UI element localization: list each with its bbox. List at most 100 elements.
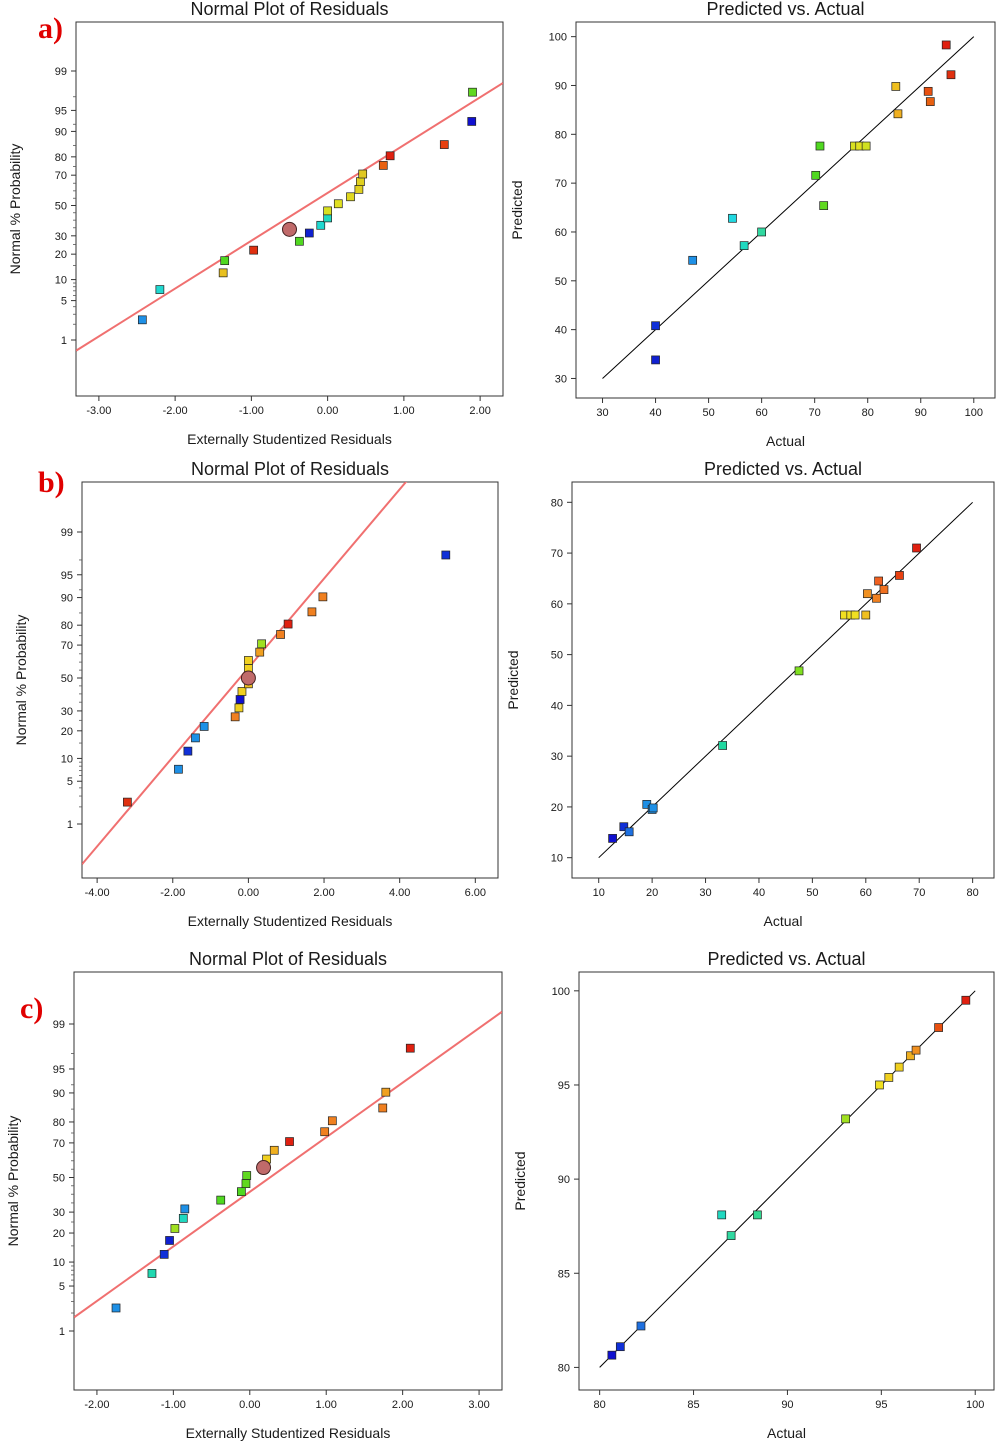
x-tick-label: 95 bbox=[875, 1399, 887, 1411]
y-tick-label: 10 bbox=[55, 275, 67, 287]
x-tick-label: 0.00 bbox=[317, 405, 338, 417]
x-tick-label: -2.00 bbox=[160, 887, 185, 899]
data-point bbox=[316, 220, 326, 230]
data-point bbox=[728, 213, 737, 223]
data-point bbox=[237, 1187, 246, 1197]
data-point bbox=[893, 109, 903, 119]
data-point bbox=[861, 610, 871, 620]
data-point bbox=[607, 1350, 617, 1360]
y-tick-label: 10 bbox=[53, 1257, 65, 1269]
chart-panel-6: 80 85 90 95 100 80 85 90 95 100 Predicted vs. Actu… bbox=[512, 949, 995, 1441]
y-tick-label: 40 bbox=[551, 700, 563, 712]
chart-title: Normal Plot of Residuals bbox=[190, 0, 388, 19]
y-tick-label: 10 bbox=[61, 753, 73, 765]
data-point bbox=[875, 1080, 884, 1090]
x-tick-label: 80 bbox=[967, 887, 979, 899]
data-point bbox=[819, 201, 829, 210]
data-point bbox=[608, 834, 617, 843]
y-axis-label: Normal % Probability bbox=[13, 615, 29, 746]
data-point bbox=[147, 1269, 157, 1278]
plot-frame bbox=[571, 481, 995, 879]
highlight-point bbox=[282, 221, 297, 237]
chart-title: Normal Plot of Residuals bbox=[191, 459, 389, 479]
y-tick-label: 70 bbox=[555, 178, 567, 190]
data-point bbox=[159, 1250, 169, 1259]
y-tick-label: 99 bbox=[55, 66, 67, 78]
y-tick-label: 99 bbox=[61, 527, 73, 539]
y-tick-label: 50 bbox=[61, 673, 73, 685]
data-point bbox=[439, 140, 449, 149]
x-tick-label: 90 bbox=[915, 407, 927, 419]
data-point bbox=[441, 550, 451, 560]
chart-title: Predicted vs. Actual bbox=[704, 459, 862, 479]
data-point bbox=[385, 151, 395, 161]
data-point bbox=[285, 1137, 294, 1146]
x-tick-label: 3.00 bbox=[468, 1399, 489, 1411]
data-point bbox=[841, 1114, 851, 1124]
y-tick-label: 40 bbox=[555, 325, 567, 337]
y-tick-label: 5 bbox=[67, 776, 73, 788]
x-tick-label: -4.00 bbox=[85, 887, 110, 899]
chart-panel-3: -4.00 -2.00 0.00 2.00 4.00 6.00 1 5 10 20 30 50 70 80… bbox=[13, 459, 499, 929]
x-tick-label: 1.00 bbox=[393, 405, 414, 417]
y-tick-label: 1 bbox=[61, 335, 67, 347]
data-point bbox=[346, 192, 355, 202]
chart-panel-4: 10 20 30 40 50 60 70 80 10 20 30 40 50 60 70 80 Predicte… bbox=[505, 459, 995, 929]
data-point bbox=[405, 1043, 415, 1053]
x-tick-label: 40 bbox=[649, 407, 661, 419]
data-point bbox=[879, 585, 889, 594]
y-tick-label: 1 bbox=[59, 1326, 65, 1338]
y-tick-label: 30 bbox=[551, 751, 563, 763]
y-tick-label: 80 bbox=[61, 620, 73, 632]
y-axis-label: Normal % Probability bbox=[7, 144, 23, 275]
y-tick-label: 20 bbox=[53, 1228, 65, 1240]
y-tick-label: 20 bbox=[551, 802, 563, 814]
x-tick-label: 20 bbox=[646, 887, 658, 899]
data-point bbox=[688, 255, 698, 265]
data-point bbox=[220, 256, 230, 266]
x-axis-label: Actual bbox=[764, 913, 803, 929]
chart-panel-5: -2.00 -1.00 0.00 1.00 2.00 3.00 1 5 10 20 30 50 70 80… bbox=[5, 949, 503, 1441]
normal-reference-line bbox=[74, 1010, 502, 1319]
data-point bbox=[354, 185, 364, 194]
data-point bbox=[934, 1023, 943, 1032]
y-axis-label: Normal % Probability bbox=[5, 1116, 21, 1247]
chart-panel-2: 30 40 50 60 70 80 90 100 30 40 50 60 70 80 90 100 Predic… bbox=[509, 0, 996, 449]
data-point bbox=[333, 199, 343, 209]
data-point bbox=[381, 1087, 391, 1097]
x-tick-label: 50 bbox=[702, 407, 714, 419]
y-tick-label: 70 bbox=[61, 640, 73, 652]
x-tick-label: 2.00 bbox=[392, 1399, 413, 1411]
data-point bbox=[895, 571, 904, 580]
x-tick-label: -2.00 bbox=[84, 1399, 109, 1411]
y-tick-label: 80 bbox=[558, 1362, 570, 1374]
data-point bbox=[726, 1231, 736, 1240]
data-point bbox=[307, 607, 317, 617]
data-point bbox=[468, 87, 477, 97]
chart-title: Predicted vs. Actual bbox=[706, 0, 864, 19]
panel-label-b: b) bbox=[38, 466, 65, 499]
y-tick-label: 95 bbox=[53, 1064, 65, 1076]
data-point bbox=[378, 1103, 388, 1113]
y-tick-label: 50 bbox=[55, 201, 67, 213]
chart-title: Predicted vs. Actual bbox=[707, 949, 865, 969]
y-tick-label: 30 bbox=[53, 1207, 65, 1219]
y-tick-label: 95 bbox=[55, 105, 67, 117]
data-point bbox=[178, 1213, 188, 1223]
data-point bbox=[911, 1045, 921, 1055]
chart-panel-1: -3.00 -2.00 -1.00 0.00 1.00 2.00 1 5 10 20 30 50 70 8… bbox=[7, 0, 504, 447]
data-point bbox=[218, 268, 228, 278]
data-point bbox=[648, 803, 658, 813]
data-point bbox=[242, 1171, 252, 1180]
x-axis-label: Externally Studentized Residuals bbox=[187, 431, 392, 447]
x-tick-label: 100 bbox=[965, 407, 983, 419]
y-axis-label: Predicted bbox=[512, 1151, 528, 1210]
data-point bbox=[137, 315, 147, 325]
y-tick-label: 20 bbox=[55, 249, 67, 261]
y-tick-label: 60 bbox=[551, 599, 563, 611]
data-point bbox=[255, 647, 265, 657]
data-point bbox=[235, 695, 245, 704]
panel-label-a: a) bbox=[38, 12, 63, 45]
data-point bbox=[619, 822, 629, 832]
